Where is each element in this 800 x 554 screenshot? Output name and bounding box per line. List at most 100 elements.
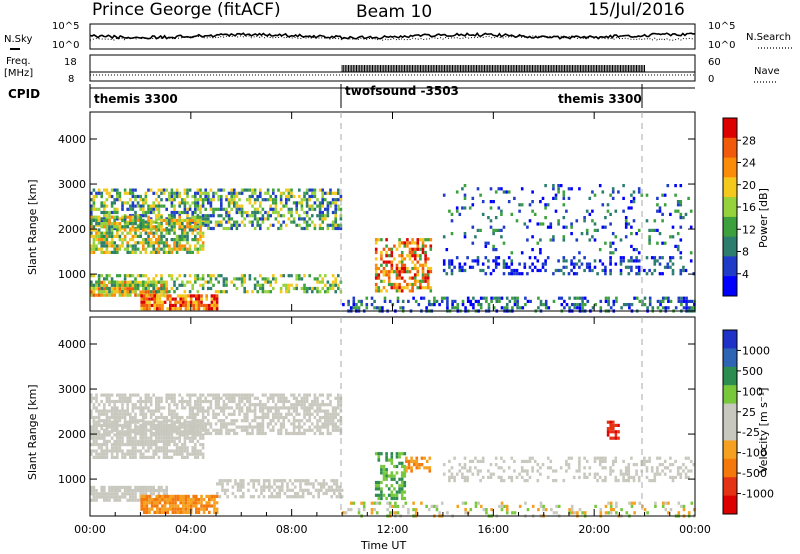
heatmap-cell [268,495,271,499]
heatmap-cell [176,494,180,498]
heatmap-cell [184,303,188,308]
heatmap-cell [424,257,427,261]
heatmap-cell [445,248,449,252]
heatmap-cell [147,485,150,489]
heatmap-cell [181,198,184,202]
heatmap-cell [136,485,140,489]
heatmap-cell [113,283,116,287]
heatmap-cell [251,419,254,423]
heatmap-cell [279,406,283,410]
heatmap-cell [329,188,332,192]
heatmap-cell [169,297,172,301]
heatmap-cell [299,482,302,486]
heatmap-cell [97,290,101,294]
heatmap-cell [324,198,327,202]
heatmap-cell [170,286,174,291]
heatmap-cell [191,409,194,413]
heatmap-cell [149,218,153,222]
heatmap-cell [251,425,254,429]
heatmap-cell [374,247,378,251]
heatmap-cell [282,214,285,218]
heatmap-cell [209,214,213,218]
heatmap-cell [108,241,111,245]
colorbar-segment [723,422,737,441]
heatmap-cell [157,409,161,413]
heatmap-cell [134,218,137,222]
heatmap-cell [116,225,119,229]
heatmap-cell [596,272,599,276]
heatmap-cell [337,403,340,407]
heatmap-cell [282,425,285,429]
heatmap-cell [277,220,280,224]
heatmap-cell [533,212,537,216]
heatmap-cell [108,425,111,429]
heatmap-cell [314,488,318,492]
heatmap-cell [261,425,265,429]
heatmap-cell [423,456,426,460]
heatmap-cell [463,262,467,266]
heatmap-cell [300,277,304,281]
heatmap-cell [510,479,514,483]
heatmap-cell [285,223,288,227]
heatmap-cell [583,216,586,220]
heatmap-cell [539,501,543,505]
heatmap-cell [134,247,137,251]
heatmap-cell [656,456,659,460]
heatmap-cell [324,419,327,423]
heatmap-cell [168,247,171,251]
heatmap-cell [463,479,467,483]
freq-tick-top: 18 [64,57,77,68]
heatmap-cell [581,299,584,303]
heatmap-cell [329,415,332,420]
heatmap-cell [247,488,250,492]
heatmap-cell [272,286,275,291]
heatmap-cell [144,280,148,284]
nave-tick-top: 60 [708,57,721,68]
heatmap-cell [492,296,496,300]
heatmap-cell [377,286,381,290]
heatmap-cell [463,463,467,467]
heatmap-cell [147,396,150,400]
heatmap-cell [113,241,116,245]
heatmap-cell [477,303,480,307]
heatmap-cell [166,297,169,301]
heatmap-cell [546,475,550,479]
heatmap-cell [207,428,210,432]
heatmap-cell [604,511,608,515]
heatmap-cell [385,455,388,459]
heatmap-cell [550,508,553,512]
heatmap-cell [251,214,254,218]
heatmap-cell [233,409,236,413]
heatmap-cell [380,464,383,469]
heatmap-cell [609,244,612,248]
heatmap-cell [531,262,534,266]
heatmap-cell [194,446,197,450]
heatmap-cell [305,290,309,294]
heatmap-cell [207,226,210,231]
heatmap-cell [638,299,642,303]
heatmap-cell [155,274,158,278]
heatmap-cell [259,403,262,407]
heatmap-cell [601,479,605,483]
heatmap-cell [507,190,511,194]
heatmap-cell [230,399,233,404]
heatmap-cell [188,204,192,208]
heatmap-cell [261,419,265,423]
heatmap-cell [147,222,150,226]
heatmap-cell [583,456,586,460]
heatmap-cell [627,222,631,226]
heatmap-cell [100,217,103,221]
heatmap-cell [411,286,414,290]
heatmap-cell [144,231,148,235]
heatmap-cell [645,459,649,463]
heatmap-cell [149,241,153,245]
heatmap-cell [308,286,311,291]
heatmap-cell [196,403,200,407]
heatmap-cell [424,250,427,255]
heatmap-cell [339,422,343,426]
heatmap-cell [308,409,311,413]
heatmap-cell [97,222,101,226]
heatmap-cell [285,198,288,202]
heatmap-cell [399,306,402,310]
heatmap-cell [311,194,314,199]
